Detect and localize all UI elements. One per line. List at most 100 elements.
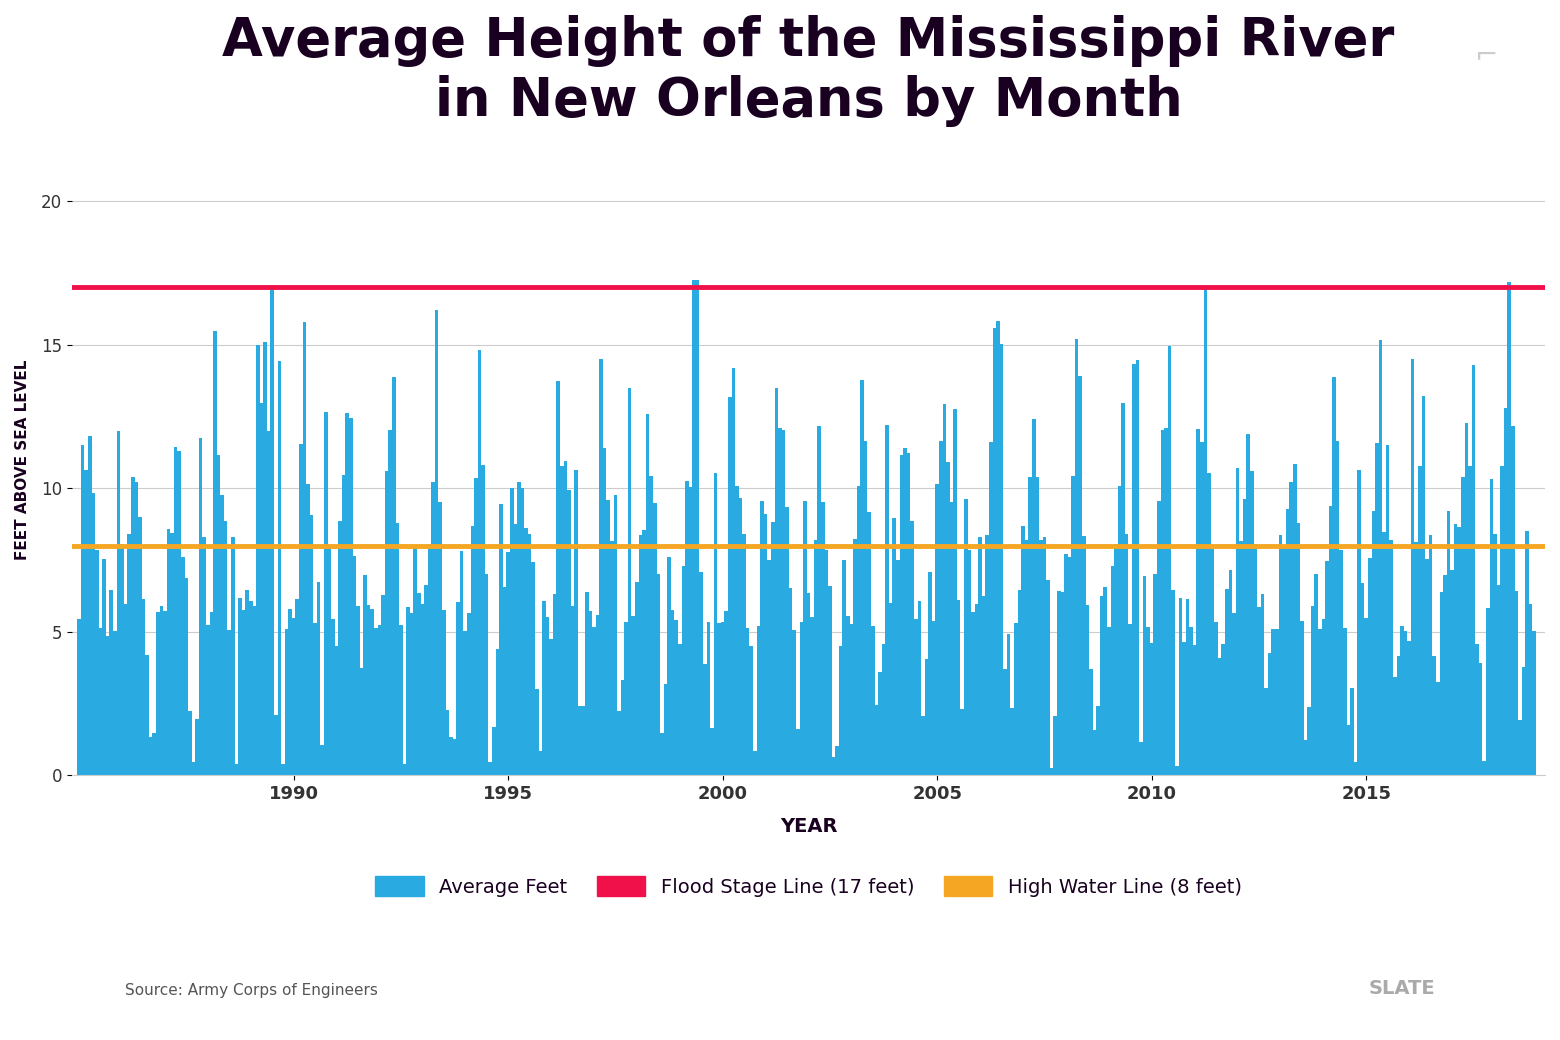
- Bar: [1462, 477, 1465, 776]
- Bar: [914, 620, 917, 776]
- Bar: [156, 612, 159, 776]
- Bar: [1178, 598, 1182, 776]
- Bar: [306, 484, 310, 776]
- Bar: [441, 610, 446, 776]
- Bar: [646, 414, 649, 776]
- Bar: [466, 613, 471, 776]
- Bar: [1487, 608, 1490, 776]
- Bar: [621, 680, 624, 776]
- Bar: [679, 644, 682, 776]
- Bar: [638, 536, 643, 776]
- Bar: [1518, 720, 1521, 776]
- Bar: [668, 557, 671, 776]
- Bar: [328, 547, 331, 776]
- Bar: [1529, 603, 1532, 776]
- Bar: [1161, 431, 1164, 776]
- Bar: [571, 606, 574, 776]
- Bar: [1451, 570, 1454, 776]
- Bar: [1479, 662, 1482, 776]
- Bar: [1172, 590, 1175, 776]
- Bar: [917, 601, 920, 776]
- Bar: [778, 428, 782, 776]
- Bar: [839, 646, 842, 776]
- Bar: [674, 620, 679, 776]
- Bar: [1299, 621, 1304, 776]
- Bar: [103, 560, 106, 776]
- Bar: [435, 310, 438, 776]
- Bar: [560, 466, 563, 776]
- Bar: [1200, 442, 1204, 776]
- Bar: [1218, 658, 1221, 776]
- Bar: [732, 368, 735, 776]
- Bar: [610, 542, 613, 776]
- Bar: [1435, 682, 1440, 776]
- Bar: [482, 465, 485, 776]
- Text: ⌐: ⌐: [1474, 42, 1498, 70]
- Bar: [1036, 477, 1039, 776]
- Bar: [543, 601, 546, 776]
- Bar: [1164, 428, 1168, 776]
- Bar: [895, 561, 900, 776]
- Bar: [842, 561, 846, 776]
- Bar: [724, 610, 729, 776]
- Bar: [1521, 667, 1526, 776]
- Bar: [173, 447, 178, 776]
- Bar: [629, 388, 632, 776]
- Bar: [821, 502, 825, 776]
- Bar: [310, 515, 314, 776]
- Bar: [1108, 627, 1111, 776]
- Bar: [524, 528, 527, 776]
- Bar: [1304, 739, 1307, 776]
- Bar: [1271, 629, 1275, 776]
- Bar: [1512, 426, 1515, 776]
- Bar: [1250, 471, 1254, 776]
- Bar: [1376, 443, 1379, 776]
- Bar: [209, 612, 214, 776]
- Bar: [1246, 434, 1250, 776]
- Bar: [860, 380, 864, 776]
- Bar: [878, 672, 881, 776]
- Bar: [84, 470, 87, 776]
- Bar: [718, 623, 721, 776]
- Bar: [1279, 536, 1282, 776]
- Bar: [1465, 423, 1468, 776]
- Bar: [978, 537, 981, 776]
- Bar: [417, 593, 421, 776]
- Bar: [1083, 537, 1086, 776]
- Bar: [1097, 705, 1100, 776]
- Bar: [782, 430, 785, 776]
- Bar: [867, 512, 870, 776]
- Bar: [1401, 626, 1404, 776]
- Bar: [360, 668, 363, 776]
- Bar: [253, 605, 256, 776]
- Bar: [303, 322, 306, 776]
- Bar: [1415, 542, 1418, 776]
- Bar: [903, 448, 906, 776]
- Bar: [1429, 536, 1432, 776]
- Bar: [749, 646, 753, 776]
- Bar: [810, 617, 814, 776]
- Bar: [846, 617, 850, 776]
- Bar: [1321, 619, 1324, 776]
- Bar: [975, 604, 978, 776]
- Bar: [1346, 725, 1349, 776]
- Bar: [427, 544, 431, 776]
- Bar: [613, 495, 618, 776]
- Bar: [953, 409, 956, 776]
- Bar: [388, 431, 392, 776]
- Bar: [892, 518, 895, 776]
- Bar: [1125, 535, 1128, 776]
- Bar: [203, 537, 206, 776]
- Bar: [1476, 645, 1479, 776]
- Bar: [474, 478, 477, 776]
- Bar: [856, 486, 860, 776]
- Bar: [431, 482, 435, 776]
- Bar: [1114, 544, 1119, 776]
- Bar: [789, 588, 792, 776]
- Title: Average Height of the Mississippi River
in New Orleans by Month: Average Height of the Mississippi River …: [223, 15, 1395, 127]
- Bar: [1432, 656, 1435, 776]
- Bar: [704, 664, 707, 776]
- Bar: [1111, 566, 1114, 776]
- Bar: [1050, 768, 1053, 776]
- Bar: [792, 630, 796, 776]
